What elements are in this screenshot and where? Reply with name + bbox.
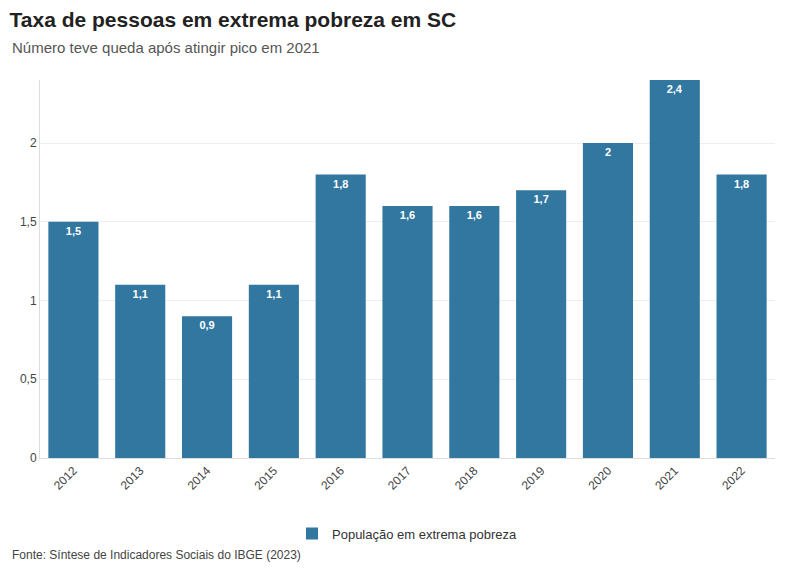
svg-text:Fonte: Síntese de Indicadores: Fonte: Síntese de Indicadores Sociais do…: [12, 548, 301, 562]
svg-text:2015: 2015: [251, 464, 280, 493]
svg-text:2013: 2013: [118, 464, 147, 493]
svg-text:2021: 2021: [652, 464, 681, 493]
svg-text:1,1: 1,1: [266, 288, 281, 300]
svg-text:1,1: 1,1: [133, 288, 148, 300]
svg-text:0,9: 0,9: [199, 319, 214, 331]
svg-text:2: 2: [605, 146, 611, 158]
svg-text:1,7: 1,7: [533, 193, 548, 205]
svg-text:Taxa de pessoas em extrema pob: Taxa de pessoas em extrema pobreza em SC: [10, 8, 457, 31]
svg-text:2: 2: [30, 136, 37, 150]
svg-text:0,5: 0,5: [20, 372, 37, 386]
svg-text:2012: 2012: [51, 464, 80, 493]
svg-text:1,8: 1,8: [734, 178, 749, 190]
svg-text:1,6: 1,6: [400, 209, 415, 221]
svg-text:2020: 2020: [586, 464, 615, 493]
svg-text:2,4: 2,4: [667, 83, 683, 95]
svg-text:População em extrema pobreza: População em extrema pobreza: [332, 527, 517, 542]
svg-text:2016: 2016: [318, 464, 347, 493]
svg-text:1,8: 1,8: [333, 178, 348, 190]
svg-text:1,5: 1,5: [20, 215, 37, 229]
svg-text:2014: 2014: [185, 464, 214, 493]
svg-text:Número teve queda após atingir: Número teve queda após atingir pico em 2…: [12, 39, 320, 56]
svg-text:1: 1: [30, 294, 37, 308]
svg-text:2022: 2022: [719, 464, 748, 493]
svg-text:1,6: 1,6: [467, 209, 482, 221]
svg-text:2017: 2017: [385, 464, 414, 493]
svg-text:1,5: 1,5: [66, 225, 81, 237]
svg-text:0: 0: [30, 451, 37, 465]
svg-text:2019: 2019: [519, 464, 548, 493]
svg-text:2018: 2018: [452, 464, 481, 493]
